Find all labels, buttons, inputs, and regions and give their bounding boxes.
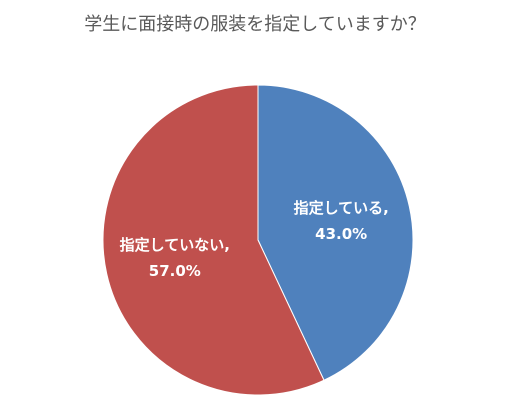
pie-slice [257, 84, 414, 381]
data-label-category: 指定していない, [120, 236, 230, 254]
data-label-value: 43.0% [315, 225, 367, 243]
chart-title: 学生に面接時の服装を指定していますか？ [84, 14, 425, 35]
data-label-value: 57.0% [149, 262, 201, 280]
pie-slice [102, 84, 325, 396]
data-label-category: 指定している, [294, 199, 389, 217]
